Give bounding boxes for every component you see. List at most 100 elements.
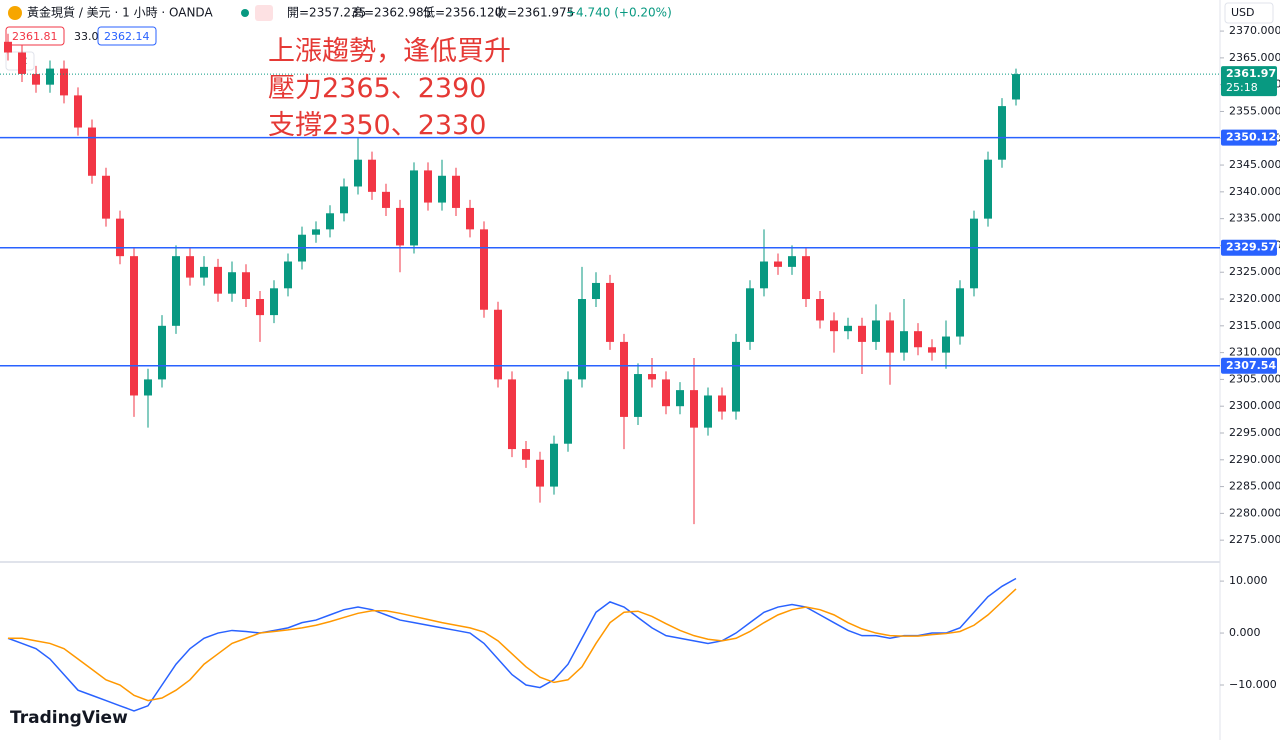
ohlc-value: 低=2356.120	[423, 6, 502, 20]
macd-line	[8, 588, 1017, 702]
candle-body	[214, 266, 222, 294]
candle-body	[760, 261, 768, 289]
candle-body	[1012, 74, 1020, 100]
y-tick-label: 2300.000	[1229, 399, 1280, 412]
candle-body	[4, 41, 12, 53]
currency-button[interactable]	[1224, 2, 1274, 24]
candle-body	[564, 379, 572, 444]
y-tick-label: 2320.000	[1229, 292, 1280, 305]
candle-body	[368, 159, 376, 192]
candle-body	[172, 256, 180, 326]
level-label: 2329.570	[1226, 241, 1280, 254]
ohlc-value: +4.740 (+0.20%)	[566, 6, 672, 20]
candle-body	[18, 52, 26, 74]
y-tick-label: 2365.000	[1229, 51, 1280, 64]
level-tag	[1221, 239, 1277, 256]
ohlc-value: 高=2362.985	[352, 5, 431, 20]
level-label: 2350.124	[1226, 131, 1280, 144]
input-value: 33.0	[74, 30, 99, 43]
candle-body	[242, 272, 250, 300]
candle-body	[956, 288, 964, 337]
input-value: 2361.81	[12, 30, 58, 43]
candle-body	[270, 288, 278, 316]
y-tick-label: 2285.000	[1229, 480, 1280, 493]
candle-body	[984, 159, 992, 219]
candle-body	[130, 256, 138, 396]
level-label: 2307.542	[1226, 359, 1280, 372]
candle-body	[886, 320, 894, 353]
y-tick-label: 2310.000	[1229, 346, 1280, 359]
candle-body	[872, 320, 880, 342]
ohlc-value: 開=2357.235	[287, 6, 366, 20]
candle-body	[144, 379, 152, 396]
countdown: 25:18	[1226, 81, 1258, 94]
candle-body	[830, 320, 838, 332]
status-badge	[255, 5, 273, 21]
candle-body	[942, 336, 950, 353]
status-dot	[241, 9, 249, 17]
level-tag	[1221, 357, 1277, 374]
candle-body	[704, 395, 712, 428]
y-tick-label: 2275.000	[1229, 533, 1280, 546]
candle-body	[116, 218, 124, 257]
y-tick-label: 2325.000	[1229, 265, 1280, 278]
candle-body	[816, 299, 824, 321]
candle-body	[998, 106, 1006, 160]
last-price-tag	[1221, 66, 1277, 97]
candle-body	[340, 186, 348, 214]
candle-body	[466, 207, 474, 230]
candle-body	[494, 309, 502, 380]
candle-body	[46, 68, 54, 85]
annotation: 壓力2365、2390	[268, 73, 486, 104]
candle-body	[634, 374, 642, 417]
candle-body	[606, 282, 614, 342]
symbol-icon	[8, 6, 22, 20]
ohlc-value: 收=2361.975	[495, 6, 574, 20]
y-tick-label: 10.000	[1229, 574, 1268, 587]
candle-body	[158, 325, 166, 380]
candle-body	[312, 229, 320, 235]
y-tick-label: −10.000	[1229, 678, 1277, 691]
candle-body	[382, 191, 390, 208]
candle-body	[200, 266, 208, 278]
candle-body	[620, 341, 628, 417]
candle-body	[732, 341, 740, 412]
candle-body	[536, 459, 544, 487]
y-tick-label: 2335.000	[1229, 212, 1280, 225]
candle-body	[802, 256, 810, 300]
y-tick-label: 2355.000	[1229, 104, 1280, 117]
level-tag	[1221, 129, 1277, 146]
input-value: 2362.14	[104, 30, 150, 43]
y-tick-label: 0.000	[1229, 626, 1261, 639]
candle-body	[746, 288, 754, 342]
annotation: 支撐2350、2330	[268, 110, 486, 141]
input-box[interactable]	[97, 26, 157, 46]
candle-body	[452, 175, 460, 208]
candle-body	[256, 299, 264, 316]
y-tick-label: 2370.000	[1229, 24, 1280, 37]
ohlc-row: 開=2357.235高=2362.985低=2356.120收=2361.975…	[287, 5, 672, 20]
candle-body	[508, 379, 516, 450]
candle-body	[662, 379, 670, 407]
candle-body	[480, 229, 488, 310]
y-tick-label: 2340.000	[1229, 185, 1280, 198]
candle-body	[438, 175, 446, 203]
candle-body	[186, 256, 194, 278]
input-box[interactable]	[5, 26, 65, 46]
candle-body	[592, 282, 600, 300]
annotation: 上漲趨勢，逢低買升	[268, 36, 511, 67]
candle-body	[326, 213, 334, 230]
candle-body	[424, 170, 432, 203]
candle-body	[284, 261, 292, 289]
candle-body	[928, 347, 936, 353]
y-tick-label: 2290.000	[1229, 453, 1280, 466]
candle-body	[648, 374, 656, 380]
candle-body	[396, 207, 404, 246]
candle-body	[578, 299, 586, 380]
currency: USD	[1231, 6, 1255, 19]
candle-body	[60, 68, 68, 96]
candle-body	[858, 325, 866, 342]
symbol: 黃金現貨 / 美元 · 1 小時 · OANDA	[27, 5, 213, 20]
